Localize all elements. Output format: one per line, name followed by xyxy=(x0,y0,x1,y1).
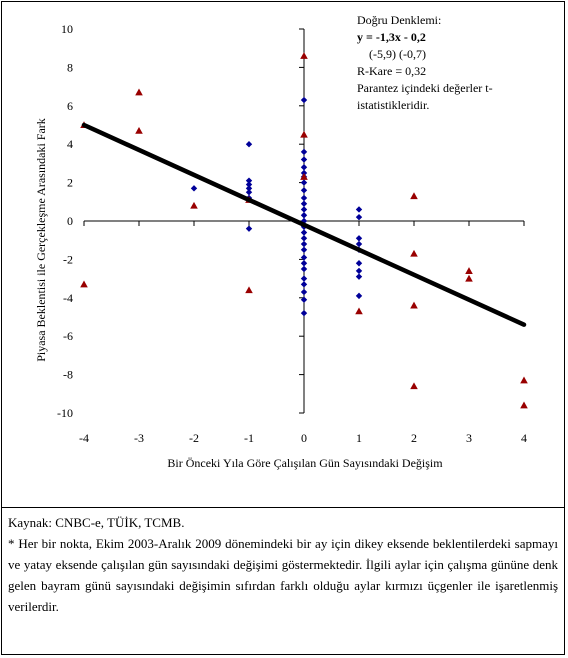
x-tick-label: -2 xyxy=(189,431,199,445)
diamond-point xyxy=(355,267,363,275)
diamond-point xyxy=(300,265,308,273)
y-tick-label: -4 xyxy=(63,291,73,305)
x-tick-label: 2 xyxy=(411,431,417,445)
triangle-point xyxy=(410,249,418,257)
diamond-point xyxy=(355,206,363,213)
triangle-point xyxy=(80,280,88,288)
diamond-point xyxy=(300,200,308,207)
equation-heading: Doğru Denklemi: xyxy=(357,13,442,27)
t-statistics: (-5,9) (-0,7) xyxy=(369,47,426,61)
diamond-point xyxy=(245,181,253,188)
y-tick-label: 6 xyxy=(67,99,73,113)
diamond-point xyxy=(300,254,308,261)
y-tick-label: 0 xyxy=(67,214,73,228)
notes-divider xyxy=(1,507,565,508)
y-tick-label: 8 xyxy=(67,60,73,74)
triangle-point xyxy=(300,173,308,180)
triangle-point xyxy=(520,376,528,384)
diamond-point xyxy=(300,217,308,225)
regression-equation: y = -1,3x - 0,2 xyxy=(357,30,426,44)
diamond-point xyxy=(190,185,198,192)
triangle-point xyxy=(245,286,253,294)
diamond-point xyxy=(245,177,253,184)
diamond-point xyxy=(355,240,363,248)
y-tick-label: 2 xyxy=(67,176,73,190)
x-tick-label: -1 xyxy=(244,431,254,445)
diamond-point xyxy=(300,169,308,177)
triangle-point xyxy=(300,130,308,138)
triangle-point xyxy=(410,382,418,390)
y-tick-label: -10 xyxy=(57,406,73,420)
triangle-point xyxy=(190,201,198,209)
diamond-point xyxy=(300,260,308,267)
x-tick-label: 1 xyxy=(356,431,362,445)
diamond-point xyxy=(300,229,308,236)
diamond-point xyxy=(300,206,308,213)
diamond-point xyxy=(245,225,253,232)
triangle-point xyxy=(465,267,473,274)
triangle-point xyxy=(410,192,418,200)
source-line: Kaynak: CNBC-e, TÜİK, TCMB. xyxy=(8,515,185,530)
diamond-point xyxy=(300,275,308,282)
diamond-point xyxy=(300,281,308,288)
triangle-point xyxy=(465,274,473,282)
diamond-point xyxy=(300,187,308,194)
x-tick-label: -4 xyxy=(79,431,89,445)
diamond-point xyxy=(300,309,308,317)
y-tick-label: 4 xyxy=(67,137,73,151)
x-tick-label: 3 xyxy=(466,431,472,445)
triangle-point xyxy=(135,88,143,96)
t-stat-note: Parantez içindeki değerler t-istatistikl… xyxy=(357,81,493,112)
x-axis-label: Bir Önceki Yıla Göre Çalışılan Gün Sayıs… xyxy=(167,456,443,470)
diamond-point xyxy=(245,189,253,196)
triangle-point xyxy=(410,301,418,309)
triangle-point xyxy=(135,126,143,134)
r-squared: R-Kare = 0,32 xyxy=(357,64,427,78)
diamond-point xyxy=(355,260,363,267)
diamond-point xyxy=(300,235,308,242)
diamond-point xyxy=(245,185,253,192)
x-tick-label: -3 xyxy=(134,431,144,445)
diamond-point xyxy=(245,141,253,148)
diamond-point xyxy=(300,246,308,253)
diamond-point xyxy=(300,164,308,171)
diamond-point xyxy=(300,179,308,186)
y-axis-label: Piyasa Beklentisi ile Gerçekleşme Arasın… xyxy=(34,118,48,362)
triangle-point xyxy=(520,401,528,409)
diamond-point xyxy=(355,213,363,221)
footnote: * Her bir nokta, Ekim 2003-Aralık 2009 d… xyxy=(8,536,558,614)
diamond-point xyxy=(300,288,308,296)
notes-section: Kaynak: CNBC-e, TÜİK, TCMB. * Her bir no… xyxy=(8,512,558,617)
diamond-point xyxy=(300,96,308,104)
diamond-point xyxy=(300,296,308,303)
y-tick-label: -8 xyxy=(63,368,73,382)
y-tick-label: 10 xyxy=(61,22,73,36)
trend-line xyxy=(81,122,527,327)
x-tick-label: 0 xyxy=(301,431,307,445)
triangle-point xyxy=(300,52,308,59)
y-tick-label: -6 xyxy=(63,329,73,343)
diamond-point xyxy=(300,194,308,202)
diamond-point xyxy=(355,235,363,242)
diamond-point xyxy=(300,148,308,156)
triangle-point xyxy=(355,307,363,315)
diamond-point xyxy=(300,212,308,219)
diamond-point xyxy=(355,273,363,280)
diamond-point xyxy=(300,156,308,163)
y-tick-label: -2 xyxy=(63,252,73,266)
diamond-point xyxy=(355,292,363,300)
equation-box: Doğru Denklemi: y = -1,3x - 0,2 (-5,9) (… xyxy=(357,12,557,114)
diamond-point xyxy=(300,240,308,248)
x-tick-label: 4 xyxy=(521,431,527,445)
